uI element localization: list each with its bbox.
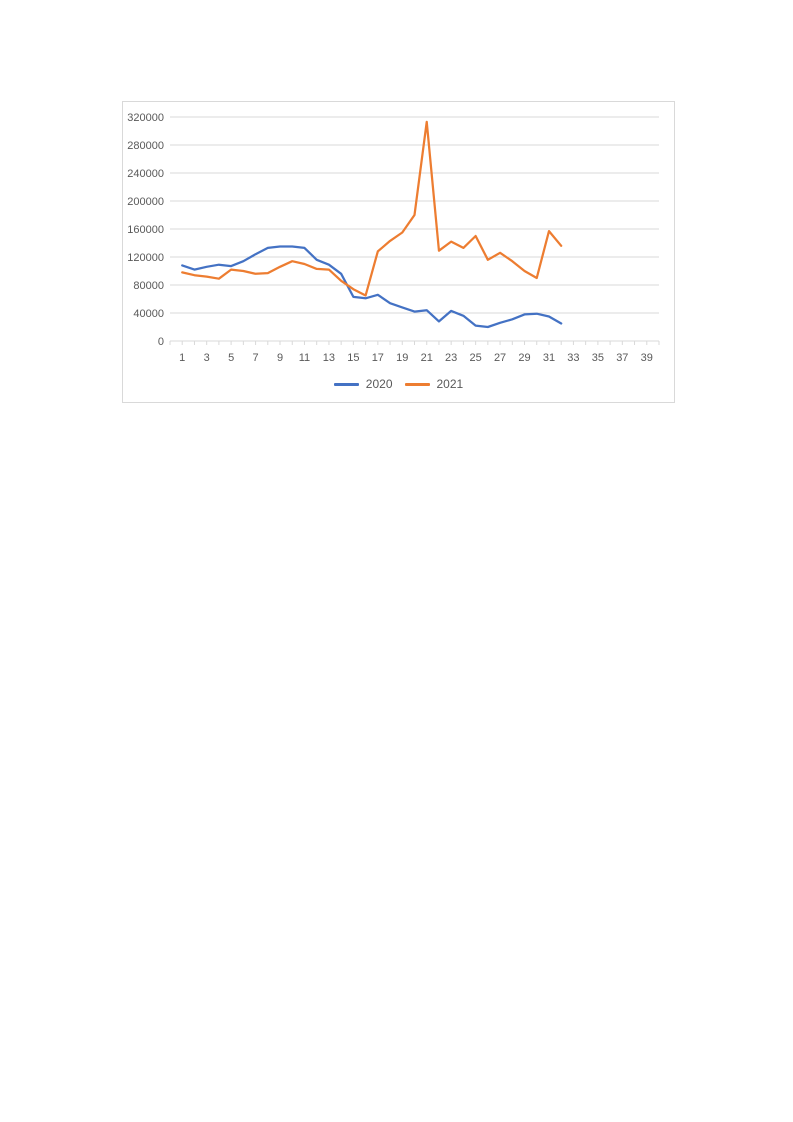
x-axis-tick-label: 7: [253, 352, 259, 364]
x-axis-tick-label: 5: [228, 352, 234, 364]
y-axis-tick-label: 200000: [127, 196, 164, 208]
legend-label-2020: 2020: [365, 377, 393, 391]
y-axis-tick-label: 280000: [127, 140, 164, 152]
y-axis-tick-label: 240000: [127, 168, 164, 180]
chart-canvas: 0 40000 80000 120000 160000 200000 240000 28000…: [127, 112, 660, 364]
y-axis-tick-label: 160000: [127, 224, 164, 236]
x-axis-tick-label: 33: [567, 352, 579, 364]
x-axis-tick-label: 3: [204, 352, 210, 364]
x-axis-tick-label: 21: [421, 352, 433, 364]
x-axis-tick-label: 25: [470, 352, 482, 364]
y-axis-tick-label: 0: [158, 336, 164, 348]
x-axis-tick-label: 11: [299, 352, 310, 364]
legend-swatch-2020-icon: [333, 382, 359, 386]
x-axis-tick-label: 1: [179, 352, 185, 364]
y-axis-tick-label: 120000: [127, 252, 164, 264]
chart-container: 0 40000 80000 120000 160000 200000 240000 28000…: [122, 101, 675, 403]
y-axis-tick-label: 40000: [133, 308, 164, 320]
x-axis-tick-label: 13: [323, 352, 335, 364]
x-axis-tick-label: 15: [347, 352, 359, 364]
chart-legend: 2020 2021: [123, 378, 674, 390]
legend-label-2021: 2021: [436, 377, 464, 391]
x-axis-tick-label: 35: [592, 352, 604, 364]
x-axis-tick-label: 39: [641, 352, 653, 364]
legend-item-2021: 2021: [404, 377, 464, 391]
series-line-2020: [181, 245, 563, 329]
x-axis-tick-label: 31: [543, 352, 555, 364]
series-line-2021: [181, 120, 563, 297]
x-axis-tick-label: 17: [372, 352, 384, 364]
x-axis-tick-label: 19: [396, 352, 408, 364]
x-axis-tick-label: 37: [616, 352, 628, 364]
x-axis-tick-label: 9: [277, 352, 283, 364]
x-axis-tick-label: 23: [445, 352, 457, 364]
legend-item-2020: 2020: [333, 377, 393, 391]
y-axis-tick-label: 320000: [127, 112, 164, 124]
y-axis-tick-label: 80000: [133, 280, 164, 292]
legend-swatch-2021-icon: [404, 382, 430, 386]
x-axis-tick-label: 29: [518, 352, 530, 364]
x-axis-tick-label: 27: [494, 352, 506, 364]
